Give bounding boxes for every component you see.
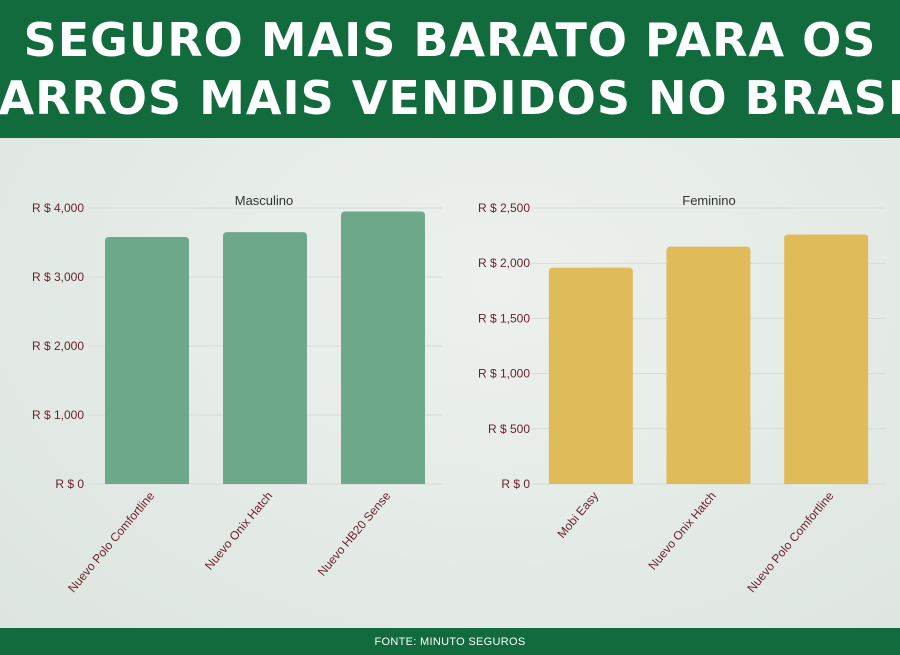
bar — [223, 232, 307, 484]
chart-title: Feminino — [682, 193, 735, 208]
y-tick-label: R $ 500 — [488, 422, 530, 436]
y-tick-label: R $ 2,500 — [478, 201, 530, 215]
y-tick-label: R $ 2,000 — [478, 256, 530, 270]
y-tick-label: R $ 1,000 — [32, 408, 84, 422]
bar — [548, 267, 633, 484]
y-tick-label: R $ 0 — [55, 477, 84, 491]
bar — [666, 246, 751, 484]
footer-bar: FONTE: MINUTO SEGUROS — [0, 628, 900, 655]
source-note: FONTE: MINUTO SEGUROS — [374, 635, 526, 648]
chart-title: Masculino — [235, 193, 294, 208]
y-tick-label: R $ 3,000 — [32, 270, 84, 284]
x-tick-label: Nuevo Polo Comfortline — [65, 489, 157, 595]
x-tick-label: Nuevo HB20 Sense — [315, 489, 394, 579]
x-tick-label: Mobi Easy — [554, 489, 601, 541]
page-title-line-2: CARROS MAIS VENDIDOS NO BRASIL — [0, 71, 900, 125]
y-tick-label: R $ 1,000 — [478, 367, 530, 381]
y-tick-label: R $ 1,500 — [478, 311, 530, 325]
chart-masculino: R $ 0 R $ 1,000 R $ 2,000 R $ 3,000 R $ 4,00… — [32, 193, 442, 595]
x-tick-label: Nuevo Polo Comfortline — [744, 489, 836, 595]
bar — [105, 236, 189, 484]
y-tick-label: R $ 0 — [501, 477, 530, 491]
y-tick-label: R $ 2,000 — [32, 339, 84, 353]
charts-area: R $ 0 R $ 1,000 R $ 2,000 R $ 3,000 R $ 4,00… — [32, 193, 885, 595]
header-banner: SEGURO MAIS BARATO PARA OS CARROS MAIS V… — [0, 0, 900, 138]
y-tick-label: R $ 4,000 — [32, 201, 84, 215]
x-tick-label: Nuevo Onix Hatch — [202, 489, 275, 573]
bar — [341, 211, 425, 484]
bar — [784, 234, 869, 484]
page-title-line-1: SEGURO MAIS BARATO PARA OS — [23, 13, 877, 67]
x-tick-label: Nuevo Onix Hatch — [645, 489, 718, 573]
chart-feminino: R $ 0 R $ 500 R $ 1,000 R $ 1,500 R $ 2,000 R… — [478, 193, 885, 595]
